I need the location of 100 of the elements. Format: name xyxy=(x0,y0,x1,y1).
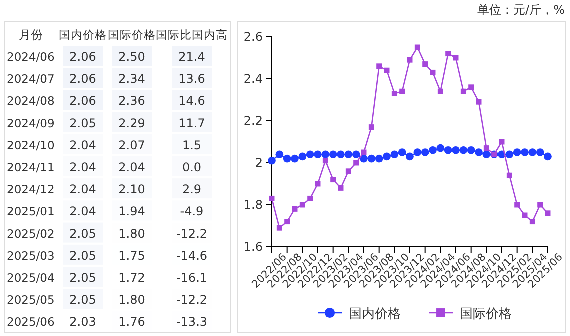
point xyxy=(314,150,322,158)
data-label: 1.80 xyxy=(118,293,146,308)
point xyxy=(521,148,529,156)
point xyxy=(406,152,414,161)
legend-label: 国际价格 xyxy=(460,307,512,322)
data-label: 11.7 xyxy=(178,116,206,130)
point xyxy=(530,219,536,225)
y-tick-label: 2.6 xyxy=(244,30,263,44)
data-label: -16.1 xyxy=(176,271,208,285)
y-tick-label: 2025/06 xyxy=(7,315,55,330)
data-label: 2.05 xyxy=(70,116,96,130)
point xyxy=(292,206,298,212)
data-label: 1.80 xyxy=(118,226,146,241)
y-tick-label: 2024/07 xyxy=(7,72,55,86)
data-label: 2.50 xyxy=(118,50,146,64)
data-label: 2.04 xyxy=(70,160,96,174)
point xyxy=(346,168,352,174)
y-tick-label: 2024/11 xyxy=(7,160,55,174)
point xyxy=(444,146,452,154)
data-label: 1.75 xyxy=(118,248,146,263)
point xyxy=(269,196,275,202)
y-tick-label: 2024/06 xyxy=(7,50,55,64)
point xyxy=(283,154,292,163)
point xyxy=(360,154,368,163)
data-label: 2.9 xyxy=(182,182,202,197)
point xyxy=(352,150,360,158)
y-tick-label: 2 xyxy=(255,156,263,170)
data-label: 14.6 xyxy=(178,94,206,108)
text: 单位：元/斤，% xyxy=(478,3,565,17)
data-label: -4.9 xyxy=(180,204,204,219)
data-label: 2.03 xyxy=(70,315,96,330)
point xyxy=(528,148,537,156)
data-label: 2.06 xyxy=(70,50,96,64)
y-tick-label: 1.8 xyxy=(244,198,263,212)
data-label: 2.05 xyxy=(70,226,96,241)
data-label: 1.5 xyxy=(182,138,202,152)
point xyxy=(322,150,330,158)
x-tick-label: 国内价格 xyxy=(59,28,107,42)
y-tick-label: 2025/05 xyxy=(7,293,55,308)
point xyxy=(422,62,428,68)
y-tick-label: 2025/01 xyxy=(7,204,55,219)
point xyxy=(368,124,374,130)
point xyxy=(354,160,360,166)
point xyxy=(429,146,437,154)
point xyxy=(482,150,491,158)
point xyxy=(308,196,314,202)
point xyxy=(368,154,376,163)
point xyxy=(475,148,483,156)
point xyxy=(284,219,290,225)
y-tick-label: 1.6 xyxy=(244,240,263,254)
point xyxy=(514,202,520,208)
point xyxy=(330,177,336,183)
point xyxy=(476,99,482,105)
data-label: 13.6 xyxy=(178,72,206,86)
point xyxy=(536,148,544,156)
point xyxy=(407,57,413,63)
point xyxy=(291,154,299,163)
point xyxy=(384,68,390,74)
point xyxy=(298,152,307,161)
point xyxy=(446,51,452,57)
point xyxy=(467,146,476,154)
data-label: 1.94 xyxy=(118,204,146,219)
point xyxy=(398,148,406,156)
point xyxy=(460,146,468,154)
point xyxy=(329,150,338,158)
point xyxy=(306,150,314,158)
point xyxy=(538,202,544,208)
point xyxy=(344,150,353,158)
data-label: 2.04 xyxy=(70,204,96,219)
data-label: 2.04 xyxy=(70,138,96,152)
point xyxy=(414,148,422,156)
data-label: 2.10 xyxy=(118,182,146,197)
point xyxy=(506,150,514,158)
point xyxy=(452,146,460,154)
x-tick-label: 国际价格 xyxy=(108,28,156,42)
data-label: 2.34 xyxy=(118,72,146,86)
point xyxy=(276,150,284,158)
data-label: 2.05 xyxy=(70,248,96,263)
legend-label: 国内价格 xyxy=(349,307,401,322)
point xyxy=(438,88,444,94)
point xyxy=(421,148,430,156)
y-axis-title: 月份 xyxy=(19,28,43,42)
point xyxy=(337,150,345,158)
data-label: 1.72 xyxy=(118,271,146,285)
point xyxy=(268,157,276,165)
point xyxy=(400,88,406,94)
y-tick-label: 2.4 xyxy=(244,72,263,86)
y-tick-label: 2025/03 xyxy=(7,248,55,263)
data-label: -12.2 xyxy=(176,293,208,308)
data-label: -12.2 xyxy=(176,226,208,241)
data-label: 2.36 xyxy=(118,94,146,108)
data-label: 21.4 xyxy=(178,50,206,64)
y-tick-label: 2024/12 xyxy=(7,182,55,197)
point xyxy=(506,172,512,178)
point xyxy=(300,202,306,208)
y-tick-label: 2024/08 xyxy=(7,94,55,108)
point xyxy=(468,84,474,90)
data-label: 1.76 xyxy=(118,315,146,330)
point xyxy=(460,88,466,94)
point xyxy=(322,158,328,164)
